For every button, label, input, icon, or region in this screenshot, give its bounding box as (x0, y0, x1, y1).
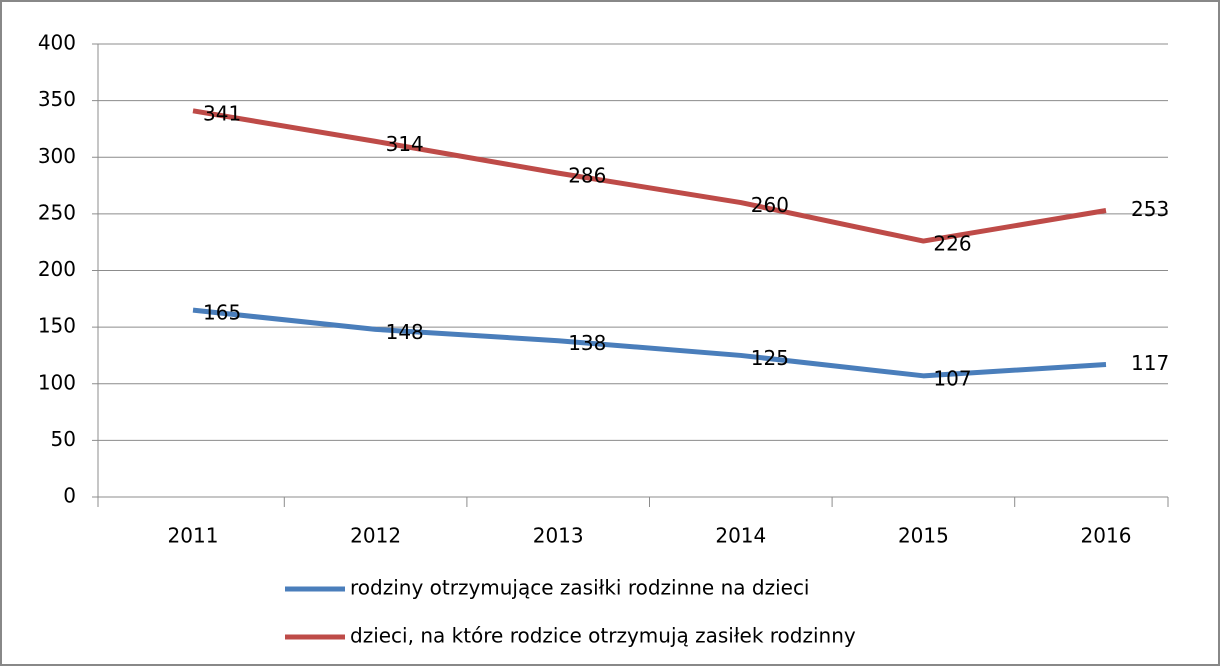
y-tick-label: 100 (38, 370, 76, 394)
legend-label: dzieci, na które rodzice otrzymują zasił… (350, 624, 856, 648)
data-label: 260 (751, 193, 789, 217)
x-tick-label: 2014 (715, 524, 766, 548)
legend-label: rodziny otrzymujące zasiłki rodzinne na … (350, 576, 810, 600)
data-label: 286 (568, 164, 606, 188)
y-tick-label: 150 (38, 314, 76, 338)
y-tick-label: 350 (38, 87, 76, 111)
y-tick-label: 50 (51, 427, 76, 451)
x-tick-label: 2011 (168, 524, 219, 548)
y-tick-label: 300 (38, 144, 76, 168)
data-label: 314 (386, 132, 424, 156)
data-label: 107 (933, 366, 971, 390)
data-label: 138 (568, 331, 606, 355)
y-tick-label: 400 (38, 31, 76, 55)
data-label: 117 (1131, 351, 1169, 375)
x-tick-label: 2013 (533, 524, 584, 548)
y-tick-label: 250 (38, 200, 76, 224)
data-label: 341 (203, 101, 241, 125)
series-line (192, 307, 1107, 379)
data-label: 125 (751, 346, 789, 370)
y-tick-label: 200 (38, 257, 76, 281)
x-tick-label: 2015 (898, 524, 949, 548)
data-label: 253 (1131, 197, 1169, 221)
x-tick-label: 2012 (350, 524, 401, 548)
data-label: 165 (203, 301, 241, 325)
x-tick-label: 2016 (1081, 524, 1132, 548)
y-tick-label: 0 (63, 484, 76, 508)
series-line (192, 108, 1107, 244)
data-label: 148 (386, 320, 424, 344)
data-label: 226 (933, 232, 971, 256)
